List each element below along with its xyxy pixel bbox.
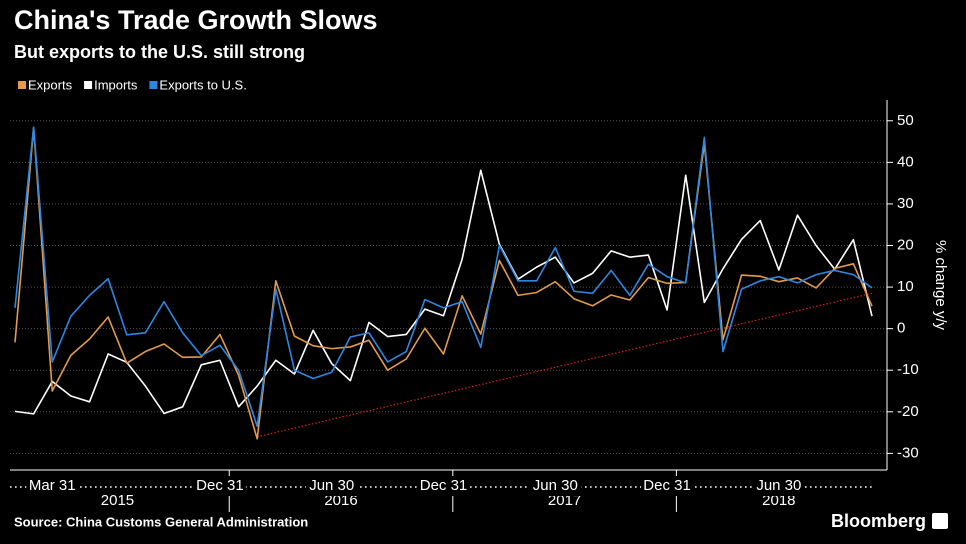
year-label: 2018 [762, 492, 795, 509]
year-label: 2016 [324, 492, 357, 509]
y-tick-label: -20 [897, 403, 919, 420]
trend-line [257, 292, 873, 438]
date-label-bg [529, 476, 582, 496]
date-label-bg [641, 476, 694, 496]
x-tick-label: Dec 31 [643, 477, 691, 494]
date-label-bg [752, 476, 805, 496]
source: Source: China Customs General Administra… [14, 514, 308, 529]
chart-subtitle: But exports to the U.S. still strong [14, 42, 305, 62]
y-tick-label: 30 [897, 195, 914, 212]
chart-title: China's Trade Growth Slows [14, 5, 378, 35]
y-tick-label: 50 [897, 112, 914, 129]
x-tick-label: Dec 31 [420, 477, 468, 494]
y-tick-label: 40 [897, 153, 914, 170]
y-tick-label: 20 [897, 236, 914, 253]
brand: Bloomberg [831, 511, 926, 531]
date-label-bg [417, 476, 470, 496]
y-tick-label: 0 [897, 320, 905, 337]
y-tick-label: 10 [897, 278, 914, 295]
x-tick-label: Jun 30 [309, 477, 354, 494]
date-label-bg [305, 476, 358, 496]
series-line [14, 127, 873, 440]
legend-label: Exports to U.S. [159, 77, 246, 92]
legend-swatch [18, 81, 26, 89]
date-label-bg [26, 476, 79, 496]
y-tick-label: -10 [897, 361, 919, 378]
brand-icon [932, 513, 948, 529]
x-tick-label: Dec 31 [196, 477, 244, 494]
y-tick-label: -30 [897, 444, 919, 461]
year-label: 2015 [101, 492, 134, 509]
legend-label: Exports [28, 77, 73, 92]
x-tick-label: Mar 31 [29, 477, 76, 494]
series-line [14, 126, 873, 428]
legend-swatch [84, 81, 93, 89]
year-label: 2017 [548, 492, 581, 509]
date-label-bg [193, 476, 246, 496]
x-tick-label: Jun 30 [756, 477, 801, 494]
legend-swatch [149, 81, 158, 89]
legend-label: Imports [94, 77, 138, 92]
series-line [14, 169, 873, 415]
y-axis-label: % change y/y [932, 240, 949, 331]
x-tick-label: Jun 30 [533, 477, 578, 494]
